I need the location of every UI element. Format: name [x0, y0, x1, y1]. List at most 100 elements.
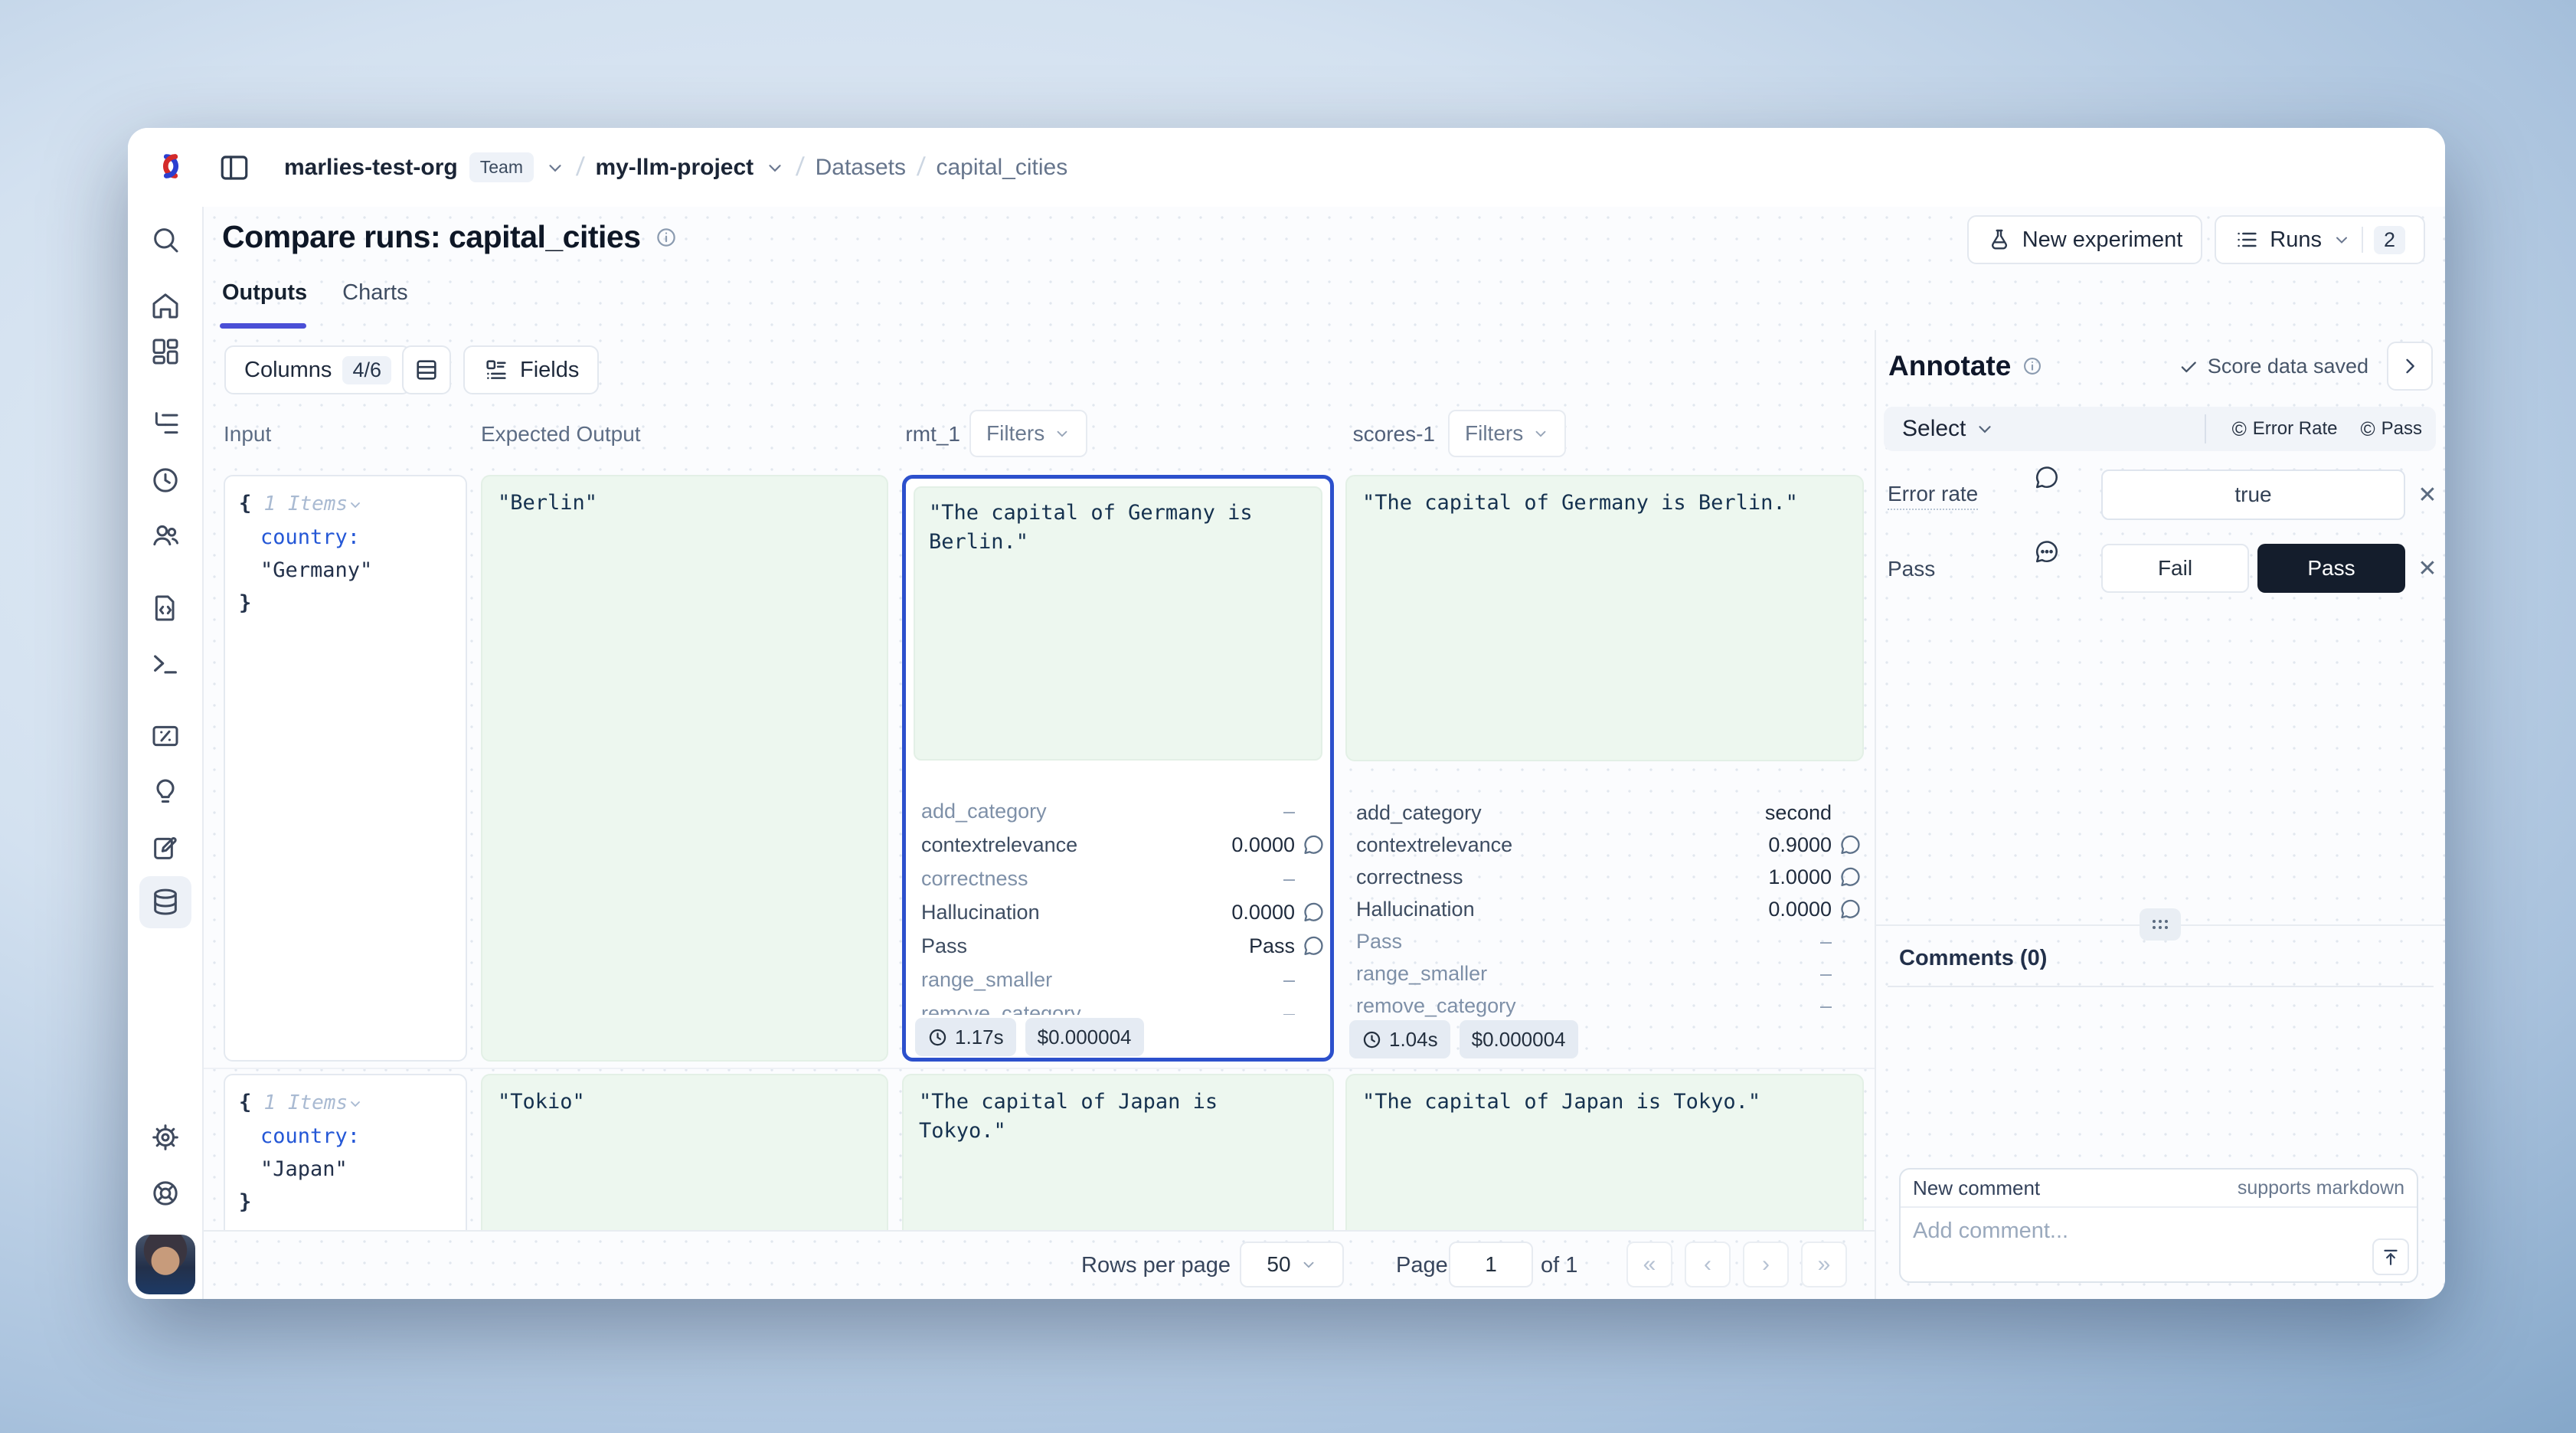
- score-value: –: [1819, 961, 1832, 985]
- breadcrumb-datasets[interactable]: Datasets: [815, 154, 906, 180]
- info-icon[interactable]: [655, 226, 678, 249]
- select-chevron-down-icon: [1300, 1256, 1317, 1273]
- user-avatar[interactable]: [135, 1235, 195, 1294]
- run1-output-cell[interactable]: "The capital of Japan is Tokyo.": [902, 1074, 1334, 1232]
- fields-label: Fields: [520, 357, 580, 382]
- clear-pass-button[interactable]: ✕: [2417, 555, 2437, 581]
- score-comment-icon[interactable]: [1302, 934, 1326, 958]
- sidebar-item-dashboards[interactable]: [139, 326, 191, 378]
- score-comment-icon[interactable]: [1302, 833, 1326, 857]
- sidebar-toggle-icon[interactable]: [218, 152, 250, 184]
- breadcrumb-separator: /: [795, 152, 806, 182]
- score-name: remove_category: [1356, 993, 1516, 1017]
- breadcrumb-project[interactable]: my-llm-project: [595, 154, 754, 180]
- support-button[interactable]: [139, 1167, 191, 1219]
- sidebar-item-lightbulb[interactable]: [139, 766, 191, 818]
- submit-comment-button[interactable]: [2372, 1238, 2409, 1275]
- fail-button[interactable]: Fail: [2101, 544, 2249, 593]
- latency-value: 1.17s: [955, 1025, 1004, 1049]
- comment-input[interactable]: [1901, 1208, 2417, 1283]
- json-items-count[interactable]: 1 Items: [263, 492, 348, 515]
- tab-outputs[interactable]: Outputs: [222, 280, 308, 305]
- cost-badge[interactable]: $0.000004: [1025, 1018, 1144, 1056]
- breadcrumb-dataset-name[interactable]: capital_cities: [936, 154, 1068, 180]
- select-label: Select: [1902, 416, 1966, 441]
- page-number-input[interactable]: [1449, 1242, 1533, 1287]
- pagination-bar: Rows per page 50 Page of 1 « ‹ › »: [204, 1230, 1875, 1299]
- clear-error-rate-button[interactable]: ✕: [2417, 482, 2437, 508]
- fields-button[interactable]: Fields: [463, 345, 600, 394]
- run1-filters-button[interactable]: Filters: [969, 410, 1088, 457]
- score-comment-icon[interactable]: [1839, 865, 1862, 889]
- sidebar-item-sessions[interactable]: [139, 454, 191, 506]
- comment-bubble-icon[interactable]: [2033, 464, 2061, 492]
- first-page-button[interactable]: «: [1626, 1242, 1672, 1287]
- config-chip-error-rate[interactable]: © Error Rate: [2232, 417, 2338, 441]
- score-comment-icon[interactable]: [1302, 901, 1326, 924]
- score-value: –: [1819, 993, 1832, 1017]
- error-rate-input[interactable]: [2101, 469, 2405, 520]
- filters-label: Filters: [986, 421, 1045, 445]
- run1-meta: 1.17s $0.000004: [915, 1015, 1322, 1056]
- sidebar-item-tracing[interactable]: [139, 398, 191, 450]
- score-config-select[interactable]: Select: [1902, 416, 1995, 442]
- expected-output-cell[interactable]: "Berlin": [481, 475, 888, 1062]
- json-close-brace: }: [239, 591, 252, 615]
- next-page-button[interactable]: ›: [1743, 1242, 1789, 1287]
- sidebar-item-search[interactable]: [139, 214, 191, 266]
- sidebar-item-home[interactable]: [139, 280, 191, 332]
- run1-output-box: "The capital of Germany is Berlin.": [914, 486, 1322, 761]
- flask-icon: [1987, 227, 2012, 252]
- json-open-brace: {: [239, 492, 252, 515]
- expected-output-cell[interactable]: "Tokio": [481, 1074, 888, 1232]
- runs-button[interactable]: Runs 2: [2215, 215, 2425, 264]
- sidebar-item-annotation-queues[interactable]: [139, 822, 191, 874]
- drag-handle[interactable]: [2140, 908, 2181, 941]
- org-chevron-down-icon[interactable]: [545, 158, 565, 178]
- tab-charts[interactable]: Charts: [342, 280, 408, 305]
- save-status: Score data saved: [2179, 355, 2368, 378]
- settings-button[interactable]: [139, 1111, 191, 1163]
- new-experiment-button[interactable]: New experiment: [1966, 215, 2203, 264]
- score-comment-icon[interactable]: [1839, 833, 1862, 857]
- sidebar-item-users[interactable]: [139, 509, 191, 561]
- row-height-button[interactable]: [402, 345, 451, 394]
- run2-output-cell[interactable]: "The capital of Germany is Berlin." add_…: [1345, 475, 1864, 1062]
- comments-divider: [1888, 986, 2434, 987]
- project-chevron-down-icon[interactable]: [765, 158, 785, 178]
- sidebar-item-scores[interactable]: [139, 710, 191, 762]
- new-comment-card: New comment supports markdown: [1899, 1168, 2418, 1283]
- latency-badge[interactable]: 1.04s: [1349, 1020, 1450, 1058]
- last-page-button[interactable]: »: [1801, 1242, 1847, 1287]
- collapse-panel-button[interactable]: [2387, 342, 2433, 391]
- run2-output-cell[interactable]: "The capital of Japan is Tokyo.": [1345, 1074, 1864, 1232]
- json-items-count[interactable]: 1 Items: [263, 1091, 348, 1114]
- pass-button[interactable]: Pass: [2257, 544, 2405, 593]
- breadcrumb-org[interactable]: marlies-test-org: [284, 154, 458, 180]
- score-value: Pass: [1248, 934, 1295, 957]
- input-cell[interactable]: { 1 Items country: "Japan" }: [224, 1074, 467, 1232]
- cost-value: $0.000004: [1037, 1025, 1132, 1049]
- latency-badge[interactable]: 1.17s: [915, 1018, 1016, 1056]
- sidebar-item-prompts[interactable]: [139, 582, 191, 634]
- info-icon[interactable]: [2022, 355, 2043, 377]
- config-chip-pass[interactable]: © Pass: [2360, 417, 2422, 441]
- breadcrumb: marlies-test-org Team / my-llm-project /…: [284, 128, 1067, 207]
- divider: [2204, 414, 2206, 443]
- previous-page-button[interactable]: ‹: [1685, 1242, 1731, 1287]
- json-collapse-chevron-icon: [351, 502, 361, 509]
- drag-dots-icon: [2153, 920, 2168, 929]
- page-size-select[interactable]: 50: [1240, 1242, 1344, 1287]
- input-cell[interactable]: { 1 Items country: "Germany" }: [224, 475, 467, 1062]
- config-icon: ©: [2231, 417, 2247, 440]
- sidebar-item-playground[interactable]: [139, 638, 191, 690]
- run1-output-cell-selected[interactable]: "The capital of Germany is Berlin." add_…: [902, 475, 1334, 1062]
- run2-filters-button[interactable]: Filters: [1448, 410, 1567, 457]
- org-logo[interactable]: [153, 149, 188, 183]
- columns-button[interactable]: Columns 4/6: [224, 345, 411, 394]
- cost-badge[interactable]: $0.000004: [1459, 1020, 1578, 1058]
- comment-bubble-dots-icon[interactable]: [2033, 538, 2061, 566]
- score-comment-icon[interactable]: [1839, 898, 1862, 921]
- run2-scores-list: add_category second contextrelevance 0.900…: [1348, 797, 1862, 1023]
- sidebar-item-datasets[interactable]: [139, 876, 191, 928]
